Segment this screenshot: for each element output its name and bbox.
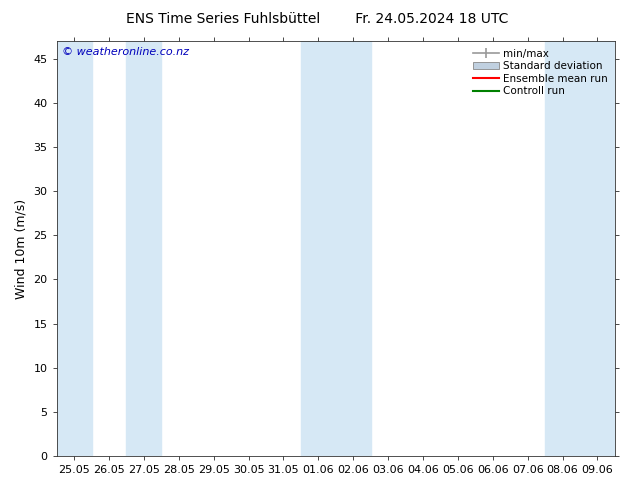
Text: © weatheronline.co.nz: © weatheronline.co.nz <box>62 48 190 57</box>
Bar <box>56 41 91 456</box>
Text: ENS Time Series Fuhlsbüttel        Fr. 24.05.2024 18 UTC: ENS Time Series Fuhlsbüttel Fr. 24.05.20… <box>126 12 508 26</box>
Bar <box>301 41 371 456</box>
Legend: min/max, Standard deviation, Ensemble mean run, Controll run: min/max, Standard deviation, Ensemble me… <box>469 44 612 100</box>
Y-axis label: Wind 10m (m/s): Wind 10m (m/s) <box>15 198 28 299</box>
Bar <box>126 41 162 456</box>
Bar <box>545 41 615 456</box>
